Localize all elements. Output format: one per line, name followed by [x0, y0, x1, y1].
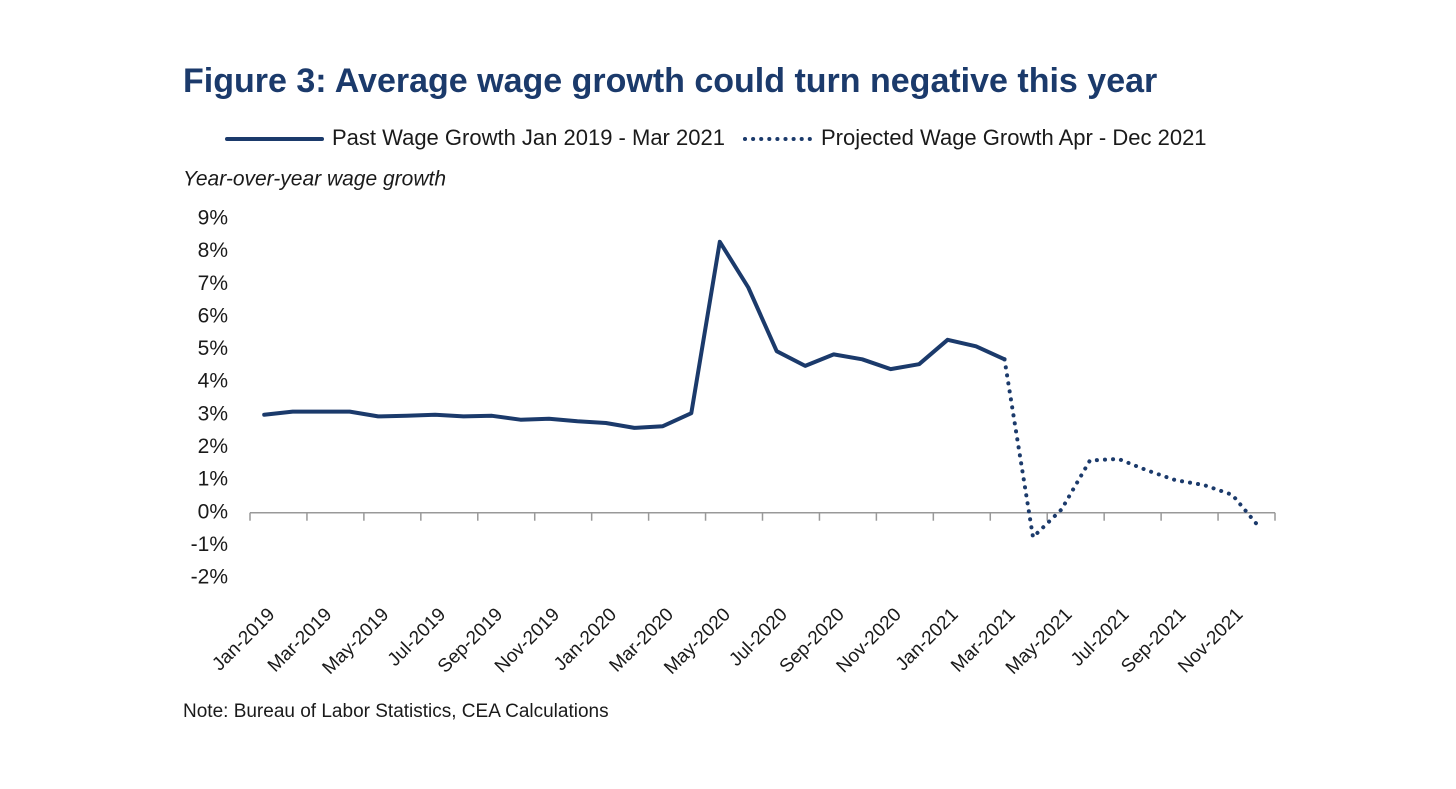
series-line	[262, 239, 1007, 430]
y-tick-label: 7%	[198, 272, 228, 295]
chart-title: Figure 3: Average wage growth could turn…	[183, 62, 1157, 100]
series-line	[1002, 357, 1263, 540]
note: Note: Bureau of Labor Statistics, CEA Ca…	[183, 701, 609, 722]
y-axis-label: Year-over-year wage growth	[183, 168, 446, 191]
y-tick-label: 1%	[198, 468, 228, 491]
y-tick-label: 0%	[198, 500, 228, 523]
y-tick-label: -2%	[191, 566, 228, 589]
y-tick-label: 5%	[198, 337, 228, 360]
y-tick-label: 4%	[198, 370, 228, 393]
legend-label: Past Wage Growth Jan 2019 - Mar 2021	[332, 125, 725, 150]
y-tick-label: 6%	[198, 304, 228, 327]
y-tick-label: -1%	[191, 533, 228, 556]
y-tick-label: 9%	[198, 207, 228, 230]
y-tick-label: 2%	[198, 435, 228, 458]
legend-label: Projected Wage Growth Apr - Dec 2021	[821, 125, 1207, 150]
y-tick-label: 8%	[198, 239, 228, 262]
y-tick-label: 3%	[198, 402, 228, 425]
